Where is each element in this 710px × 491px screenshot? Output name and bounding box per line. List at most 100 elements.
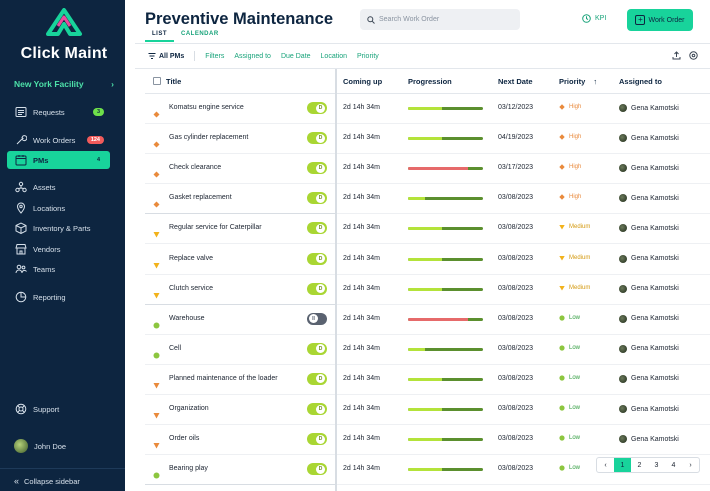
pm-enabled-toggle[interactable]: D [307, 162, 327, 175]
sidebar-item-teams[interactable]: Teams [7, 260, 110, 278]
table-row[interactable]: Gas cylinder replacement D 2d 14h 34m 04/19… [145, 124, 710, 155]
table-row[interactable]: Warehouse II 2d 14h 34m 03/08/2023 Low Gena K… [145, 305, 710, 335]
prev-page-button[interactable]: ‹ [604, 461, 607, 469]
pm-enabled-toggle[interactable]: D [307, 342, 327, 355]
priority-level-icon [559, 285, 565, 291]
tab-calendar[interactable]: CALENDAR [181, 31, 219, 37]
row-title[interactable]: Gasket replacement [169, 194, 232, 202]
row-title[interactable]: Replace valve [169, 254, 213, 262]
pm-enabled-toggle[interactable]: D [307, 192, 327, 205]
pm-enabled-toggle[interactable]: D [307, 132, 327, 145]
frozen-column-divider [335, 69, 337, 491]
row-title[interactable]: Clutch service [169, 284, 213, 292]
sidebar-item-locations[interactable]: Locations [7, 199, 110, 217]
row-assigned-to[interactable]: Gena Kamotski [619, 194, 679, 203]
row-assigned-to[interactable]: Gena Kamotski [619, 134, 679, 143]
new-work-order-button[interactable]: + Work Order [627, 9, 693, 31]
row-progress-fill [408, 287, 442, 291]
filter-location[interactable]: Location [320, 52, 347, 60]
row-assigned-to[interactable]: Gena Kamotski [619, 254, 679, 263]
row-title[interactable]: Bearing play [169, 465, 208, 473]
table-row[interactable]: Organization D 2d 14h 34m 03/08/2023 Low Gena… [145, 395, 710, 425]
row-title[interactable]: Gas cylinder replacement [169, 134, 249, 142]
sidebar-item-support[interactable]: Support [7, 400, 110, 418]
pm-enabled-toggle[interactable]: D [307, 252, 327, 265]
row-assigned-to[interactable]: Gena Kamotski [619, 405, 679, 413]
pm-enabled-toggle[interactable]: D [307, 102, 327, 114]
table-row[interactable]: Cell D 2d 14h 34m 03/08/2023 Low Gena Kamotsk… [145, 335, 710, 365]
table-row[interactable]: Replace valve D 2d 14h 34m 03/08/2023 Medium… [145, 245, 710, 275]
facility-selector[interactable]: New York Facility › [14, 79, 114, 89]
next-page-button[interactable]: › [689, 461, 692, 469]
row-title[interactable]: Warehouse [169, 314, 205, 322]
column-header-title[interactable]: Title [153, 77, 181, 86]
row-title[interactable]: Organization [169, 405, 209, 412]
row-assigned-to[interactable]: Gena Kamotski [619, 104, 679, 112]
row-title[interactable]: Regular service for Caterpillar [169, 224, 262, 232]
pm-enabled-toggle[interactable]: II [307, 312, 327, 325]
pm-enabled-toggle[interactable]: D [307, 282, 327, 295]
sidebar-item-inventory[interactable]: Inventory & Parts [7, 219, 110, 237]
table-row[interactable]: Gasket replacement D 2d 14h 34m 03/08/2023 H… [145, 184, 710, 215]
row-title[interactable]: Planned maintenance of the loader [169, 374, 278, 382]
select-all-checkbox[interactable] [153, 77, 161, 85]
table-row[interactable]: Komatsu engine service D 2d 14h 34m 03/12/2… [145, 94, 710, 124]
collapse-sidebar-button[interactable]: « Collapse sidebar [14, 476, 80, 486]
tab-list[interactable]: LIST [145, 30, 174, 42]
filter-due-date[interactable]: Due Date [280, 52, 311, 60]
pm-enabled-toggle[interactable]: D [307, 463, 327, 476]
row-title[interactable]: Order oils [169, 435, 200, 443]
column-header-progression[interactable]: Progression [408, 77, 452, 86]
settings-icon[interactable] [689, 51, 698, 60]
page-1-button[interactable]: 1 [614, 458, 631, 472]
pm-enabled-toggle[interactable]: D [307, 372, 327, 385]
row-assigned-to[interactable]: Gena Kamotski [619, 344, 679, 353]
row-assigned-to[interactable]: Gena Kamotski [619, 284, 679, 293]
row-next-date: 03/08/2023 [498, 284, 534, 292]
row-assigned-to[interactable]: Gena Kamotski [619, 374, 679, 383]
row-divider [145, 363, 335, 365]
sidebar-item-pms[interactable]: PMs 4 [7, 151, 110, 169]
table-row[interactable]: Regular service for Caterpillar D 2d 14h 3… [145, 214, 710, 245]
row-assigned-to[interactable]: Gena Kamotski [619, 164, 679, 173]
priority-level-icon [559, 255, 565, 260]
row-priority-icon [153, 135, 160, 148]
table-row[interactable]: Order oils D 2d 14h 34m 03/08/2023 Low Gena K… [145, 425, 710, 456]
sidebar-item-requests[interactable]: Requests 3 [7, 103, 110, 121]
all-pms-selector[interactable]: All PMs [148, 52, 184, 60]
column-header-coming-up[interactable]: Coming up [343, 77, 383, 86]
column-header-next-date[interactable]: Next Date [498, 77, 533, 86]
pm-enabled-toggle[interactable]: D [307, 403, 327, 415]
user-profile[interactable]: John Doe [14, 439, 66, 453]
filter-filters[interactable]: Filters [205, 52, 225, 60]
row-assigned-to[interactable]: Gena Kamotski [619, 435, 679, 444]
export-icon[interactable] [672, 51, 681, 60]
kpi-button[interactable]: KPI [582, 14, 606, 23]
column-header-assigned-to[interactable]: Assigned to [619, 77, 662, 86]
row-title[interactable]: Komatsu engine service [169, 104, 244, 111]
pm-enabled-toggle[interactable]: D [307, 433, 327, 446]
page-2-button[interactable]: 2 [637, 461, 642, 469]
page-3-button[interactable]: 3 [654, 461, 659, 469]
table-row[interactable]: Check clearance D 2d 14h 34m 03/17/2023 High… [145, 154, 710, 185]
sidebar-item-assets[interactable]: Assets [7, 178, 110, 196]
row-assigned-to[interactable]: Gena Kamotski [619, 314, 679, 323]
sidebar-item-work-orders[interactable]: Work Orders 124 [7, 131, 110, 149]
row-priority: Medium [559, 285, 590, 291]
table-row[interactable]: Planned maintenance of the loader D 2d 14h… [145, 365, 710, 395]
sidebar-item-vendors[interactable]: Vendors [7, 240, 110, 258]
brand-logo[interactable]: Click Maint [14, 8, 114, 63]
row-assigned-to[interactable]: Gena Kamotski [619, 224, 679, 233]
row-title[interactable]: Cell [169, 344, 182, 352]
row-title[interactable]: Check clearance [169, 164, 222, 172]
filter-priority[interactable]: Priority [357, 52, 379, 60]
table-row[interactable]: Clutch service D 2d 14h 34m 03/08/2023 Mediu… [145, 275, 710, 305]
column-header-priority[interactable]: Priority ↑ [559, 77, 597, 86]
search-input[interactable]: Search Work Order [360, 9, 520, 30]
filter-assigned-to[interactable]: Assigned to [234, 52, 271, 60]
row-assignee-name: Gena Kamotski [631, 285, 679, 293]
row-next-date: 03/08/2023 [498, 194, 534, 202]
pm-enabled-toggle[interactable]: D [307, 222, 327, 235]
page-4-button[interactable]: 4 [671, 461, 676, 469]
sidebar-item-reporting[interactable]: Reporting [7, 288, 110, 306]
